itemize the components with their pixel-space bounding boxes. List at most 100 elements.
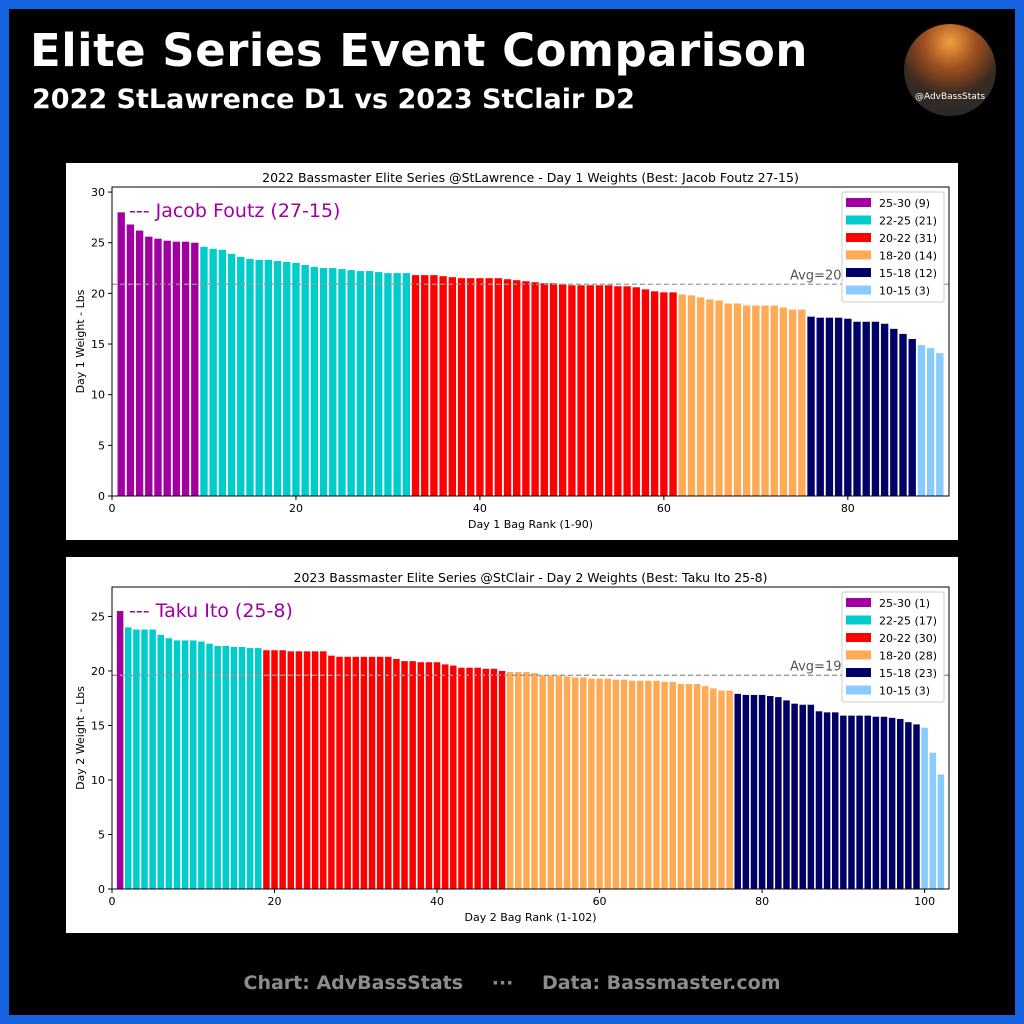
bar (523, 672, 530, 889)
bar (710, 688, 717, 889)
bar (237, 256, 245, 496)
bar (172, 241, 181, 496)
bar (376, 656, 384, 889)
bar (661, 681, 668, 889)
bar (279, 650, 286, 889)
legend-label: 22-25 (17) (879, 615, 937, 628)
bar (360, 656, 368, 889)
bar (913, 724, 920, 889)
bar (701, 686, 709, 889)
x-tick-label: 0 (109, 502, 116, 515)
bar (775, 697, 782, 889)
bar (840, 715, 847, 889)
bar (724, 303, 732, 496)
bar (273, 260, 282, 496)
bar (586, 285, 594, 496)
legend-swatch (846, 198, 871, 207)
x-tick-label: 80 (755, 895, 769, 908)
bar (295, 651, 303, 889)
bar (612, 679, 620, 889)
bar (513, 280, 521, 496)
bar (905, 722, 912, 889)
bar (385, 656, 392, 889)
bar (433, 662, 441, 889)
bar (880, 323, 889, 496)
bar (246, 258, 254, 496)
bar (375, 272, 383, 496)
footer: Chart: AdvBassStats ··· Data: Bassmaster… (0, 972, 1024, 994)
chart-1: 2022 Bassmaster Elite Series @StLawrence… (66, 163, 958, 540)
bar (157, 634, 165, 889)
bar (926, 348, 935, 496)
bar (758, 694, 766, 889)
page-subtitle: 2022 StLawrence D1 vs 2023 StClair D2 (32, 84, 635, 115)
bar (222, 645, 230, 889)
bar (214, 645, 221, 889)
y-tick-label: 10 (91, 389, 105, 402)
legend-label: 15-18 (23) (879, 667, 937, 680)
data-credit: Data: Bassmaster.com (541, 972, 781, 994)
bar (604, 678, 611, 889)
x-tick-label: 80 (841, 502, 855, 515)
bar (283, 261, 291, 496)
bar (660, 292, 668, 496)
bar (246, 648, 254, 889)
bar (799, 704, 806, 889)
y-tick-label: 0 (98, 883, 105, 896)
bar (862, 321, 870, 496)
bar (347, 270, 355, 496)
bar (742, 694, 750, 889)
bar (457, 278, 466, 496)
bar (141, 629, 148, 889)
bar (531, 673, 538, 889)
bar (417, 662, 425, 889)
bar (555, 675, 563, 889)
bar (238, 646, 246, 889)
bar (653, 680, 660, 889)
y-axis-label: Day 1 Weight - Lbs (74, 289, 87, 393)
bar (733, 303, 742, 496)
legend-swatch (846, 650, 871, 660)
legend-label: 22-25 (21) (879, 215, 937, 228)
bar (255, 648, 262, 889)
bar (844, 318, 852, 496)
bar (823, 712, 831, 889)
legend-label: 20-22 (31) (879, 232, 937, 245)
bar (301, 265, 309, 496)
bar (365, 271, 374, 496)
legend-swatch (846, 215, 871, 225)
bar (596, 678, 603, 889)
y-tick-label: 10 (91, 774, 105, 787)
bar (549, 283, 558, 496)
bar (485, 278, 493, 496)
bar (853, 321, 861, 496)
legend-swatch (846, 268, 871, 277)
best-annotation: --- Jacob Foutz (27-15) (129, 200, 340, 222)
bar (515, 672, 522, 889)
legend-label: 10-15 (3) (879, 685, 930, 698)
bar (588, 678, 595, 889)
bar (200, 246, 208, 496)
bar (310, 267, 319, 496)
bar (678, 294, 686, 496)
bar (696, 297, 705, 496)
y-tick-label: 5 (98, 439, 105, 452)
bar (126, 224, 135, 497)
y-tick-label: 5 (98, 828, 105, 841)
bar (807, 316, 815, 496)
bar (467, 278, 475, 496)
logo: @AdvBassStats (904, 24, 996, 116)
legend-swatch (846, 285, 871, 295)
bar (338, 269, 346, 496)
bar (788, 309, 797, 496)
bar (135, 230, 144, 496)
y-axis-label: Day 2 Weight - Lbs (74, 686, 87, 790)
bar (831, 712, 839, 889)
legend-label: 18-20 (14) (879, 250, 937, 263)
bar (401, 661, 408, 889)
bar (540, 283, 548, 496)
bar (320, 651, 327, 889)
x-tick-label: 60 (593, 895, 607, 908)
x-tick-label: 40 (430, 895, 444, 908)
bar (880, 716, 888, 889)
